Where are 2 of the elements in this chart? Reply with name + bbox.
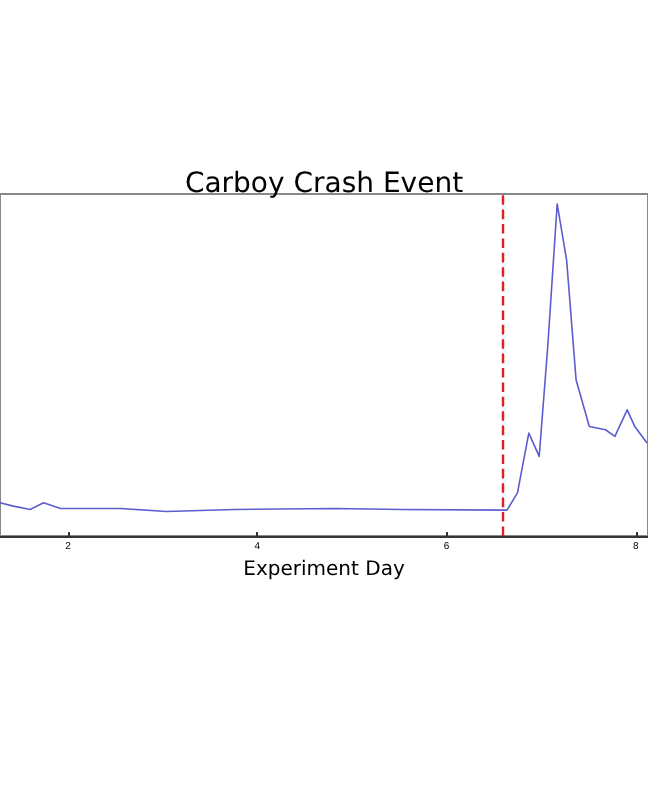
chart-title: Carboy Crash Event xyxy=(184,168,465,200)
x-axis-title: Experiment Day xyxy=(243,559,405,581)
